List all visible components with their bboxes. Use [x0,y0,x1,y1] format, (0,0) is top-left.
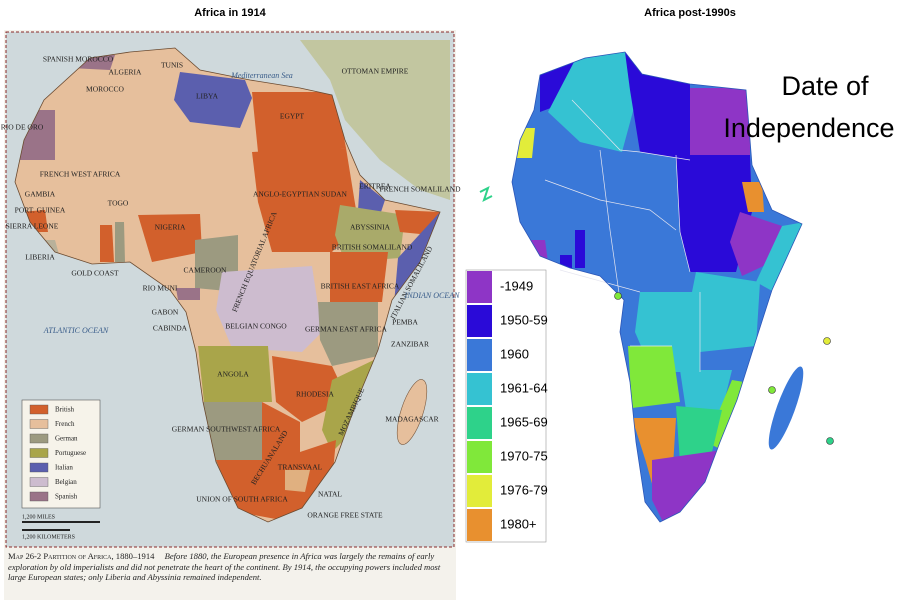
region-label: GOLD COAST [71,269,119,278]
region-label: GERMAN EAST AFRICA [305,325,388,334]
region-label: UNION OF SOUTH AFRICA [196,495,288,504]
legend: British French German Portuguese Italian Belg… [21,399,101,509]
caption-body: Before 1880, the European presence in Af… [8,551,441,582]
legend-label: 1980+ [500,516,537,531]
legend-swatch [467,305,492,337]
madagascar [768,366,804,450]
region-label: ORANGE FREE STATE [307,511,383,520]
region-label: NIGERIA [155,223,186,232]
coastline [14,47,441,523]
region-label: INDIAN OCEAN [404,291,461,300]
legend-swatch [467,373,492,405]
borders [544,99,701,372]
legend-swatch [29,462,49,473]
region-label: BRITISH EAST AFRICA [321,282,400,291]
scale-label: 1,200 MILES [22,514,55,520]
caption: Map 26-2 Partition of Africa, 1880–1914 … [8,551,448,583]
region-label: MADAGASCAR [385,415,438,424]
region-label: PEMBA [392,318,418,327]
region-label: PORT. GUINEA [15,206,66,215]
legend-label: 1976-79 [500,482,548,497]
caption-heading: Map 26-2 Partition of Africa, 1880–1914 [8,551,155,561]
region-label: EGYPT [280,112,305,121]
island [823,337,831,345]
region-label: NATAL [318,490,342,499]
region-label: ALGERIA [109,68,142,77]
region-label: GERMAN SOUTHWEST AFRICA [172,425,281,434]
legend-swatch [29,404,49,415]
region-label: LIBYA [196,92,219,101]
region-label: SIERRA LEONE [6,222,59,231]
region-label: Mediterranean Sea [230,71,293,80]
left-map: British French German Portuguese Italian Belg… [1,30,461,600]
region-label: TOGO [108,199,129,208]
madagascar [396,379,428,445]
legend-label: French [55,420,75,428]
region-label: FRENCH SOMALILAND [379,185,461,194]
region-label: CAMEROON [184,266,228,275]
legend-label: 1970-75 [500,448,548,463]
legend-swatch [29,433,49,444]
legend-label: British [55,406,75,414]
legend-label: 1960 [500,346,529,361]
island [768,386,776,394]
legend-swatch [467,441,492,473]
heading: Date of [781,71,869,101]
arabia [300,40,450,200]
region-label: BRITISH SOMALILAND [332,243,413,252]
region-label: ERITREA [359,182,391,191]
legend-swatch [467,271,492,303]
region-label: RIO MUNI [143,284,178,293]
legend-label: 1961-64 [500,380,548,395]
legend-label: German [55,435,78,443]
region-label: RIO DE ORO [1,123,44,132]
legend-swatch [467,407,492,439]
legend-label: -1949 [500,278,533,293]
region-label: ATLANTIC OCEAN [43,326,109,335]
region-label: ANGOLA [217,370,249,379]
legend: -1949 1950-59 1960 1961-64 1965-69 1970-75 197… [465,269,548,543]
legend-label: 1950-59 [500,312,548,327]
legend-swatch [29,491,49,502]
legend-swatch [29,419,49,429]
region-label: GABON [152,308,179,317]
island [479,186,493,202]
legend-label: Italian [55,464,73,472]
legend-label: Spanish [55,493,78,501]
legend-swatch [29,477,49,487]
legend-swatch [467,509,492,541]
scale-label: 1,200 KILOMETERS [22,534,75,540]
heading: Independence [723,113,894,143]
region-label: RHODESIA [296,390,335,399]
map-title: Africa post-1990s [644,7,736,19]
legend-swatch [467,339,492,371]
map-title: Africa in 1914 [194,7,266,19]
region-label: ZANZIBAR [391,340,429,349]
island [614,292,622,300]
island [826,437,834,445]
region-label: OTTOMAN EMPIRE [342,67,409,76]
legend-label: Belgian [55,478,77,486]
region-label: TUNIS [161,61,183,70]
region-label: CABINDA [153,324,188,333]
legend-label: 1965-69 [500,414,548,429]
coastline [511,51,803,523]
region-label: BELGIAN CONGO [225,322,287,331]
region-label: SPANISH MOROCCO [43,55,114,64]
region-label: ABYSSINIA [350,223,391,232]
region-label: MOROCCO [86,85,125,94]
region-label: FRENCH WEST AFRICA [40,170,121,179]
legend-swatch [29,448,49,458]
legend-label: Portuguese [55,449,86,457]
region-label: LIBERIA [25,253,55,262]
legend-swatch [467,475,492,507]
region-label: TRANSVAAL [278,463,323,472]
region-label: GAMBIA [25,190,56,199]
region-label: ANGLO-EGYPTIAN SUDAN [253,190,348,199]
